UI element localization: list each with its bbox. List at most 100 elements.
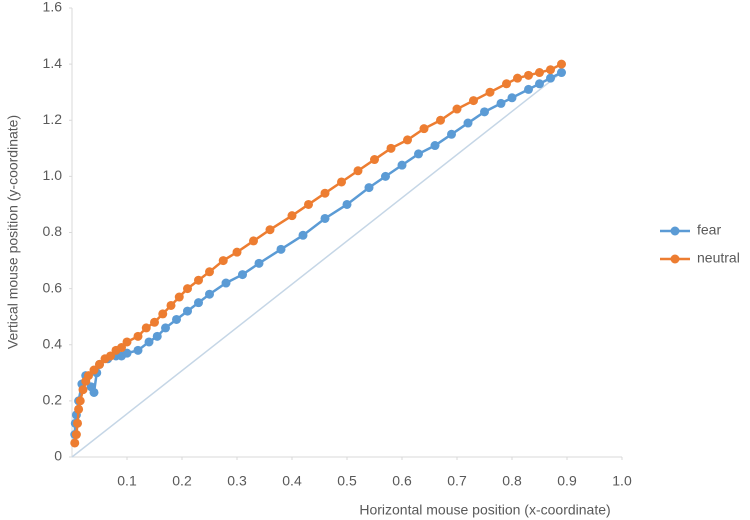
series-line (73, 63, 563, 444)
data-point (95, 359, 104, 369)
data-point (238, 270, 247, 280)
y-tick-label: 1.0 (43, 167, 63, 183)
data-point (337, 177, 346, 187)
data-point (218, 256, 228, 266)
data-point (403, 135, 412, 145)
data-point (89, 387, 99, 397)
legend-label: fear (697, 222, 721, 238)
data-point (546, 73, 555, 83)
x-tick-label: 0.5 (337, 473, 357, 489)
data-point (122, 337, 132, 347)
data-point (496, 98, 506, 108)
data-point (320, 213, 330, 223)
data-point (397, 160, 407, 170)
data-point (194, 275, 203, 285)
data-point (265, 225, 275, 235)
data-point (73, 418, 82, 428)
x-tick-label: 0.3 (227, 473, 247, 489)
data-point (436, 115, 445, 125)
data-point (166, 300, 176, 310)
data-point (507, 93, 517, 103)
data-point (320, 188, 330, 198)
data-point (370, 155, 379, 165)
data-point (386, 143, 396, 153)
data-point (161, 323, 170, 333)
data-point (353, 166, 363, 176)
data-point (194, 298, 203, 308)
data-point (74, 404, 84, 414)
x-tick-label: 0.2 (172, 473, 192, 489)
data-point (152, 331, 162, 341)
data-point (485, 87, 495, 97)
x-tick-label: 0.6 (392, 473, 412, 489)
data-point (106, 351, 115, 361)
data-point (70, 438, 80, 448)
data-point (205, 267, 214, 277)
data-point (342, 199, 352, 209)
data-point (78, 385, 88, 395)
data-point (71, 430, 81, 440)
y-tick-label: 0.6 (43, 279, 63, 295)
y-tick-label: 0.8 (43, 223, 63, 239)
x-tick-label: 0.9 (557, 473, 577, 489)
x-tick-label: 0.8 (502, 473, 522, 489)
y-tick-label: 0.2 (43, 392, 63, 408)
data-point (447, 129, 456, 139)
data-point (287, 211, 297, 221)
data-point (524, 70, 533, 80)
y-tick-label: 0 (54, 448, 62, 464)
data-point (174, 292, 184, 302)
data-point (117, 343, 126, 353)
data-point (524, 84, 533, 94)
legend-label: neutral (697, 250, 740, 266)
data-point (133, 345, 143, 355)
x-tick-label: 0.4 (282, 473, 302, 489)
data-point (183, 284, 192, 294)
data-point (141, 323, 151, 333)
data-point (557, 59, 566, 69)
y-tick-label: 1.4 (43, 55, 63, 71)
data-point (150, 317, 159, 327)
y-tick-label: 1.6 (43, 0, 63, 15)
data-point (254, 258, 264, 268)
data-point (158, 309, 168, 319)
data-point (205, 289, 214, 299)
data-point (249, 236, 258, 246)
data-point (535, 68, 544, 78)
data-point (557, 68, 566, 78)
data-point (419, 124, 429, 134)
data-point (221, 278, 231, 288)
data-point (298, 230, 308, 240)
series-line (73, 71, 563, 435)
data-point (452, 104, 462, 114)
data-point (469, 96, 478, 106)
data-point (381, 171, 390, 181)
data-point (144, 337, 154, 347)
data-point (84, 371, 93, 381)
data-point (122, 348, 132, 358)
reference-line (71, 71, 562, 458)
data-point (430, 141, 440, 151)
legend-swatch-marker (670, 226, 680, 236)
data-point (183, 306, 192, 316)
data-point (75, 396, 85, 406)
data-point (232, 247, 242, 257)
data-point (502, 79, 511, 89)
data-point (535, 79, 544, 89)
data-point (513, 73, 522, 83)
data-point (89, 365, 99, 375)
data-point (364, 183, 374, 193)
x-tick-label: 0.1 (117, 473, 137, 489)
y-tick-label: 1.2 (43, 111, 63, 127)
legend-swatch-marker (670, 254, 680, 264)
x-tick-label: 0.7 (447, 473, 467, 489)
data-point (480, 107, 489, 117)
y-tick-label: 0.4 (43, 335, 63, 351)
data-point (133, 331, 143, 341)
y-axis-label: Vertical mouse position (y-coordinate) (5, 115, 21, 349)
data-point (276, 244, 286, 254)
x-axis-label: Horizontal mouse position (x-coordinate) (359, 502, 610, 518)
x-tick-label: 1.0 (612, 473, 632, 489)
data-point (414, 149, 423, 159)
